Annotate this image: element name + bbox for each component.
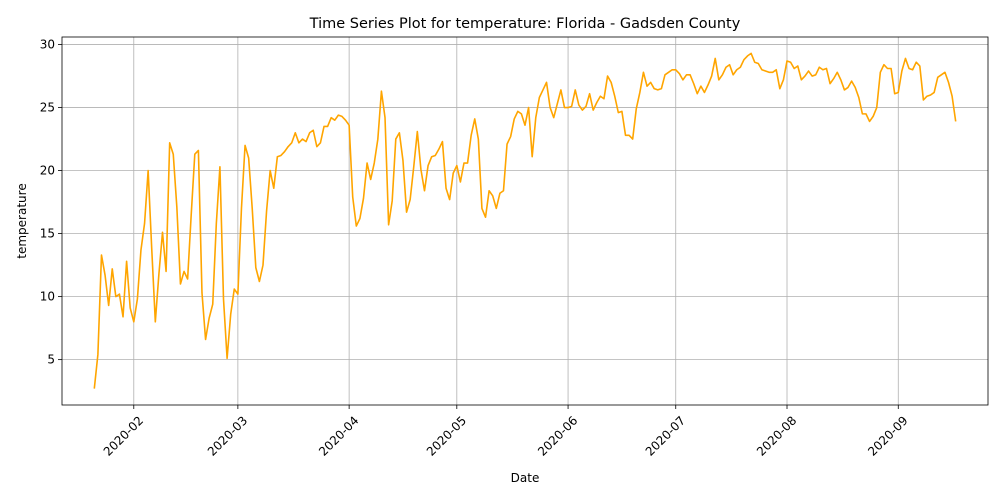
axes-layer: 2020-02 2020-03 2020-04 2020-05 2020-06 2020-… xyxy=(40,36,989,459)
y-tick-label: 30 xyxy=(40,38,55,52)
x-tick-label: 2020-06 xyxy=(535,413,580,458)
line-layer xyxy=(93,52,957,389)
y-tick-label: 15 xyxy=(40,227,55,241)
x-axis-label: Date xyxy=(511,471,540,485)
x-tick-label: 2020-03 xyxy=(205,413,250,458)
chart-title: Time Series Plot for temperature: Florid… xyxy=(309,16,741,32)
y-tick-label: 25 xyxy=(40,101,55,115)
plot-frame xyxy=(61,36,989,406)
y-axis-label: temperature xyxy=(15,183,29,258)
x-tick-label: 2020-07 xyxy=(643,413,688,458)
temperature-series-line xyxy=(93,52,957,389)
x-tick-label: 2020-05 xyxy=(424,413,469,458)
x-tick-label: 2020-04 xyxy=(316,413,361,458)
y-tick-label: 10 xyxy=(40,290,55,304)
x-tick-label: 2020-02 xyxy=(101,413,146,458)
y-tick-label: 5 xyxy=(47,353,55,367)
x-tick-label: 2020-09 xyxy=(865,413,910,458)
x-tick-label: 2020-08 xyxy=(754,413,799,458)
y-tick-label: 20 xyxy=(40,164,55,178)
